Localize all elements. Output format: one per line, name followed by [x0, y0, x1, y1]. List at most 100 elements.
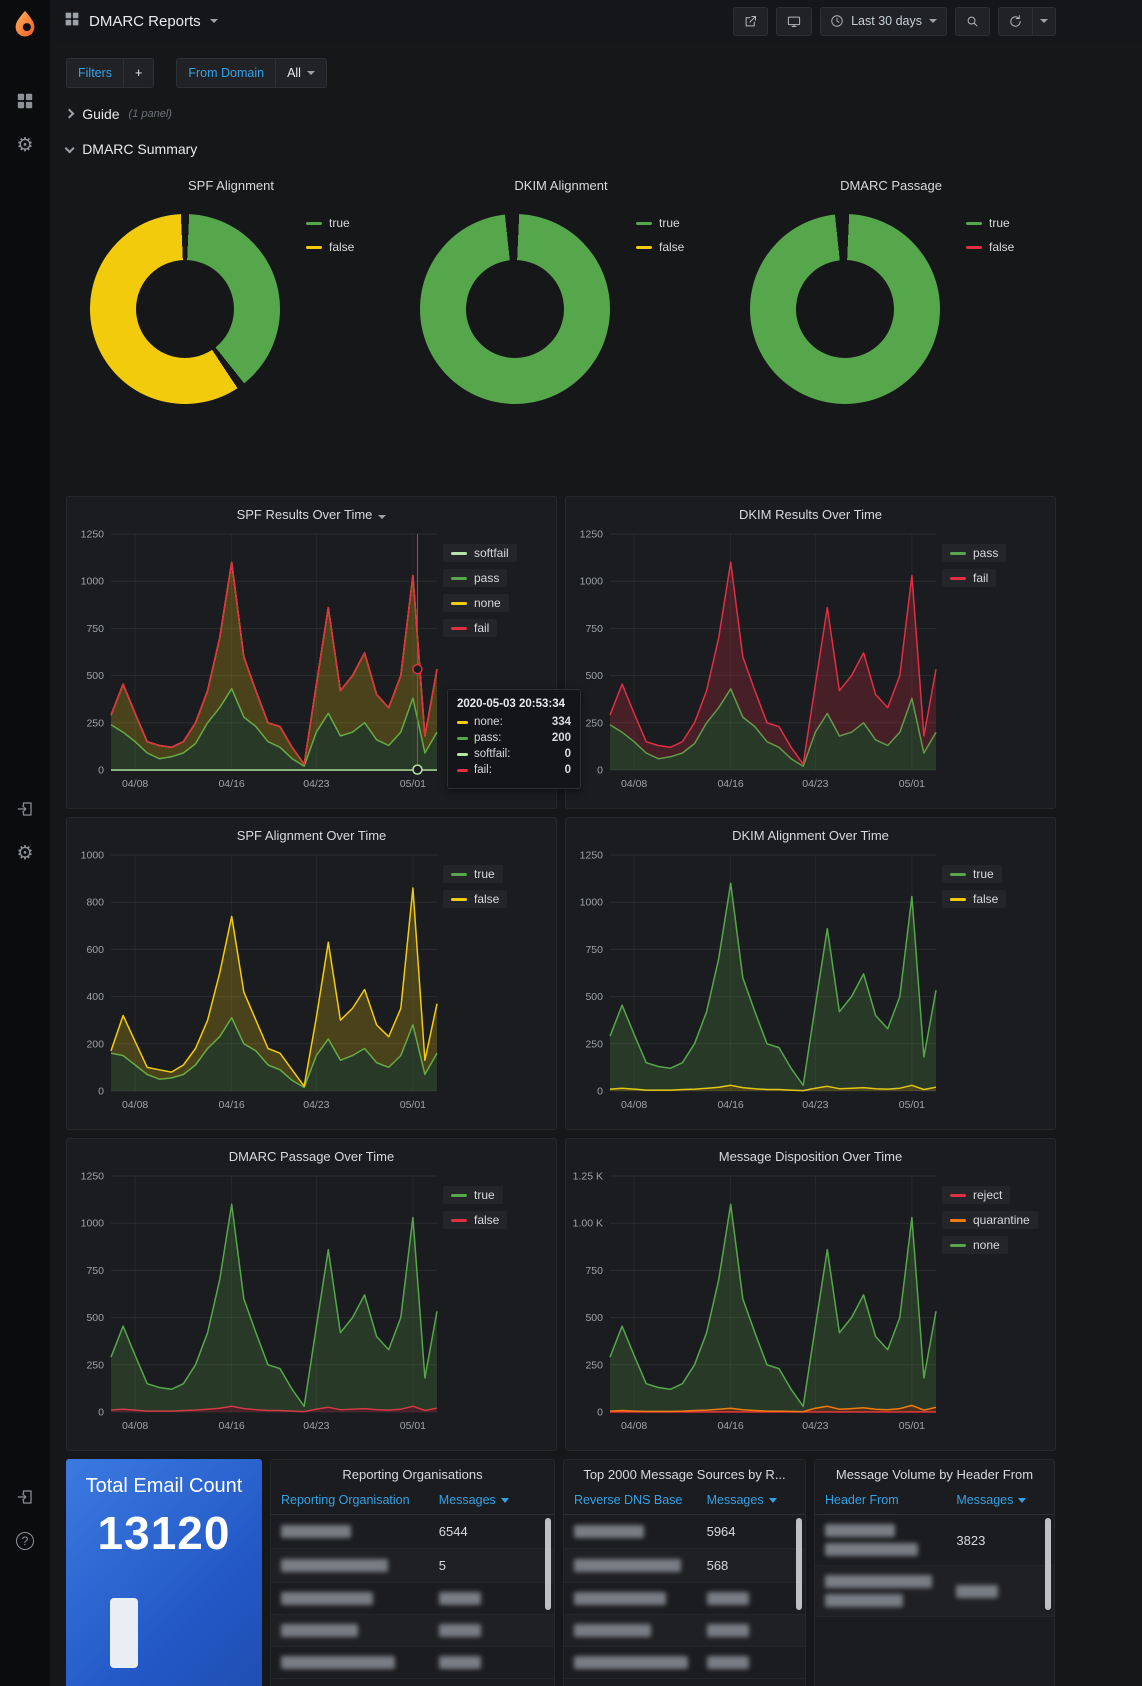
- legend-item-false[interactable]: false: [636, 240, 684, 254]
- graph-tooltip: 2020-05-03 20:53:34 none: 334 pass: 200 soft…: [447, 689, 581, 789]
- blurred-cell: [574, 1525, 644, 1538]
- blurred-cell: [706, 1656, 749, 1669]
- legend-item-false[interactable]: false: [966, 240, 1014, 254]
- spf-results-chart[interactable]: 0 250 500 750 1000 1250 04/08 04/16 04/23 05/01: [71, 524, 443, 794]
- legend-item-fail[interactable]: fail: [443, 619, 498, 637]
- legend-item-softfail[interactable]: softfail: [443, 544, 517, 562]
- settings-gear-icon[interactable]: ⚙: [16, 135, 34, 156]
- dashboard-grid-icon[interactable]: [64, 11, 80, 32]
- blurred-cell: [825, 1575, 932, 1588]
- from-domain-select[interactable]: All: [276, 58, 327, 88]
- legend-color-dash: [451, 872, 467, 876]
- svg-text:04/23: 04/23: [802, 778, 828, 790]
- column-header-name[interactable]: Reporting Organisation: [281, 1493, 410, 1507]
- refresh-interval-dropdown[interactable]: [1032, 6, 1056, 36]
- legend-item-true[interactable]: true: [306, 216, 354, 230]
- refresh-button[interactable]: [998, 6, 1032, 36]
- dashboards-icon[interactable]: [16, 92, 34, 114]
- legend-item-false[interactable]: false: [306, 240, 354, 254]
- chart-legend: true false: [942, 845, 1051, 1115]
- panel-title[interactable]: SPF Alignment Over Time: [236, 828, 387, 843]
- dmarc-passage-donut-chart[interactable]: [750, 214, 940, 404]
- tv-mode-button[interactable]: [776, 6, 813, 36]
- svg-text:04/16: 04/16: [218, 1420, 244, 1432]
- svg-text:250: 250: [585, 717, 603, 729]
- svg-text:1000: 1000: [580, 897, 604, 909]
- server-admin-gear-icon[interactable]: ⚙: [16, 843, 34, 864]
- message-disposition-chart[interactable]: 0 250 500 750 1.00 K 1.25 K 04/08 04/16 04/23 05/…: [570, 1166, 942, 1436]
- legend-item-false[interactable]: false: [942, 890, 1007, 908]
- scrollbar-thumb[interactable]: [545, 1518, 551, 1610]
- legend-item-quarantine[interactable]: quarantine: [942, 1211, 1038, 1229]
- add-filter-button[interactable]: +: [124, 58, 155, 88]
- legend-item-none[interactable]: none: [942, 1236, 1008, 1254]
- scrollbar-thumb[interactable]: [1045, 1518, 1051, 1610]
- panel-menu-caret-icon[interactable]: [378, 515, 387, 519]
- legend-item-reject[interactable]: reject: [942, 1186, 1011, 1204]
- panel-title[interactable]: DMARC Passage Over Time: [228, 1149, 395, 1164]
- legend-item-true[interactable]: true: [443, 865, 503, 883]
- dkim-alignment-chart[interactable]: 0 250 500 750 1000 1250 04/08 04/16 04/23 05/01: [570, 845, 942, 1115]
- dkim-alignment-donut-chart[interactable]: [420, 214, 610, 404]
- dkim-results-chart[interactable]: 0 250 500 750 1000 1250 04/08 04/16 04/23 05/01: [570, 524, 942, 794]
- panel-title[interactable]: Reporting Organisations: [342, 1467, 483, 1482]
- donut-hole: [136, 260, 234, 358]
- zoom-out-button[interactable]: [955, 6, 990, 36]
- legend-item-pass[interactable]: pass: [942, 544, 1007, 562]
- spf-alignment-chart[interactable]: 0 200 400 600 800 1000 04/08 04/16 04/23 05/01: [71, 845, 443, 1115]
- sign-out-icon[interactable]: [16, 1488, 34, 1510]
- svg-text:05/01: 05/01: [400, 1099, 426, 1111]
- tooltip-row-pass: pass: 200: [457, 732, 571, 744]
- panel-title[interactable]: DKIM Alignment: [514, 178, 608, 193]
- scrollbar-thumb[interactable]: [796, 1518, 802, 1610]
- panel-title[interactable]: DKIM Alignment Over Time: [732, 828, 889, 843]
- panel-title[interactable]: SPF Results Over Time: [67, 497, 556, 522]
- legend-item-true[interactable]: true: [942, 865, 1002, 883]
- row-dmarc-summary[interactable]: DMARC Summary: [64, 134, 1056, 164]
- spf-alignment-donut-chart[interactable]: [90, 214, 280, 404]
- grafana-flame-icon: [15, 10, 35, 37]
- column-header-messages[interactable]: Messages: [956, 1493, 1044, 1507]
- dashboard-title-caret-icon[interactable]: [209, 19, 218, 23]
- panel-title[interactable]: Message Volume by Header From: [835, 1467, 1034, 1482]
- from-domain-label[interactable]: From Domain: [176, 58, 277, 88]
- svg-text:750: 750: [86, 623, 104, 635]
- donut-hole: [466, 260, 564, 358]
- legend-item-true[interactable]: true: [443, 1186, 503, 1204]
- legend-item-true[interactable]: true: [636, 216, 684, 230]
- row-guide[interactable]: Guide (1 panel): [64, 102, 1056, 126]
- panel-title[interactable]: DMARC Passage: [840, 178, 942, 193]
- share-button[interactable]: [733, 6, 769, 36]
- table-row: 5964: [564, 1515, 805, 1549]
- legend-color-dash: [636, 221, 652, 225]
- panel-title[interactable]: DKIM Results Over Time: [738, 507, 883, 522]
- column-header-name[interactable]: Reverse DNS Base: [574, 1493, 683, 1507]
- chart-row-3: DMARC Passage Over Time 0 250 500 750 1000 12…: [66, 1138, 1056, 1451]
- help-icon[interactable]: ?: [16, 1532, 34, 1550]
- svg-text:400: 400: [86, 991, 104, 1003]
- panel-title[interactable]: Message Disposition Over Time: [718, 1149, 903, 1164]
- column-header-messages[interactable]: Messages: [439, 1493, 544, 1507]
- svg-text:600: 600: [86, 944, 104, 956]
- legend-item-fail[interactable]: fail: [942, 569, 997, 587]
- table-row: [271, 1615, 554, 1647]
- panel-title[interactable]: Top 2000 Message Sources by R...: [583, 1467, 786, 1482]
- panel-title[interactable]: SPF Alignment: [188, 178, 274, 193]
- svg-text:1000: 1000: [580, 576, 604, 588]
- grafana-logo[interactable]: [0, 0, 50, 48]
- filters-button[interactable]: Filters: [66, 58, 125, 88]
- sign-in-icon[interactable]: [16, 800, 34, 822]
- dmarc-passage-chart[interactable]: 0 250 500 750 1000 1250 04/08 04/16 04/23 05/01: [71, 1166, 443, 1436]
- column-header-name[interactable]: Header From: [825, 1493, 899, 1507]
- legend-color-dash: [950, 897, 966, 901]
- tooltip-row-softfail: softfail: 0: [457, 748, 571, 760]
- legend-item-none[interactable]: none: [443, 594, 509, 612]
- time-range-picker[interactable]: Last 30 days: [820, 6, 947, 36]
- legend-item-pass[interactable]: pass: [443, 569, 508, 587]
- column-header-messages[interactable]: Messages: [707, 1493, 795, 1507]
- legend-item-false[interactable]: false: [443, 890, 508, 908]
- legend-item-true[interactable]: true: [966, 216, 1014, 230]
- dashboard-title[interactable]: DMARC Reports: [89, 12, 201, 30]
- tooltip-series-values: none: 334 pass: 200 softfail: 0 fail: 0: [457, 716, 571, 776]
- legend-item-false[interactable]: false: [443, 1211, 508, 1229]
